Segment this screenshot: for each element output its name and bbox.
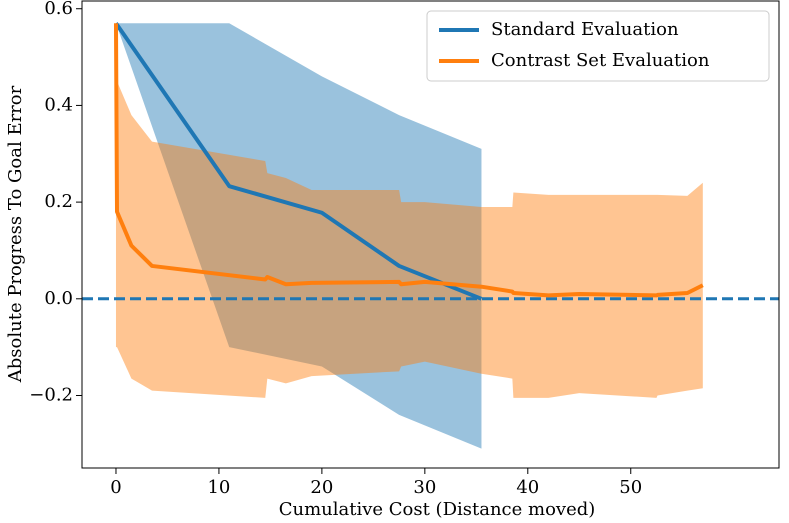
x-tick-label: 0 xyxy=(110,477,121,498)
legend-label: Contrast Set Evaluation xyxy=(491,50,710,71)
x-tick-label: 40 xyxy=(516,477,539,498)
x-tick-label: 30 xyxy=(413,477,436,498)
plot-frame xyxy=(81,0,780,469)
x-tick-label: 50 xyxy=(619,477,642,498)
confidence-band xyxy=(115,23,482,449)
data-line xyxy=(113,23,704,298)
confidence-band xyxy=(115,81,703,398)
y-tick-label: 0.0 xyxy=(44,288,73,309)
x-tick-label: 10 xyxy=(207,477,230,498)
x-axis-label: Cumulative Cost (Distance moved) xyxy=(279,499,596,520)
legend-box xyxy=(426,10,770,82)
y-axis-label: Absolute Progress To Goal Error xyxy=(5,85,26,383)
x-tick-label: 20 xyxy=(310,477,333,498)
y-tick-label: 0.4 xyxy=(44,94,73,115)
legend-label: Standard Evaluation xyxy=(491,19,679,40)
y-tick-label: −0.2 xyxy=(29,384,73,405)
y-tick-label: 0.6 xyxy=(44,0,73,19)
y-tick-label: 0.2 xyxy=(44,191,73,212)
data-line xyxy=(114,22,483,301)
plot-area xyxy=(82,22,779,449)
